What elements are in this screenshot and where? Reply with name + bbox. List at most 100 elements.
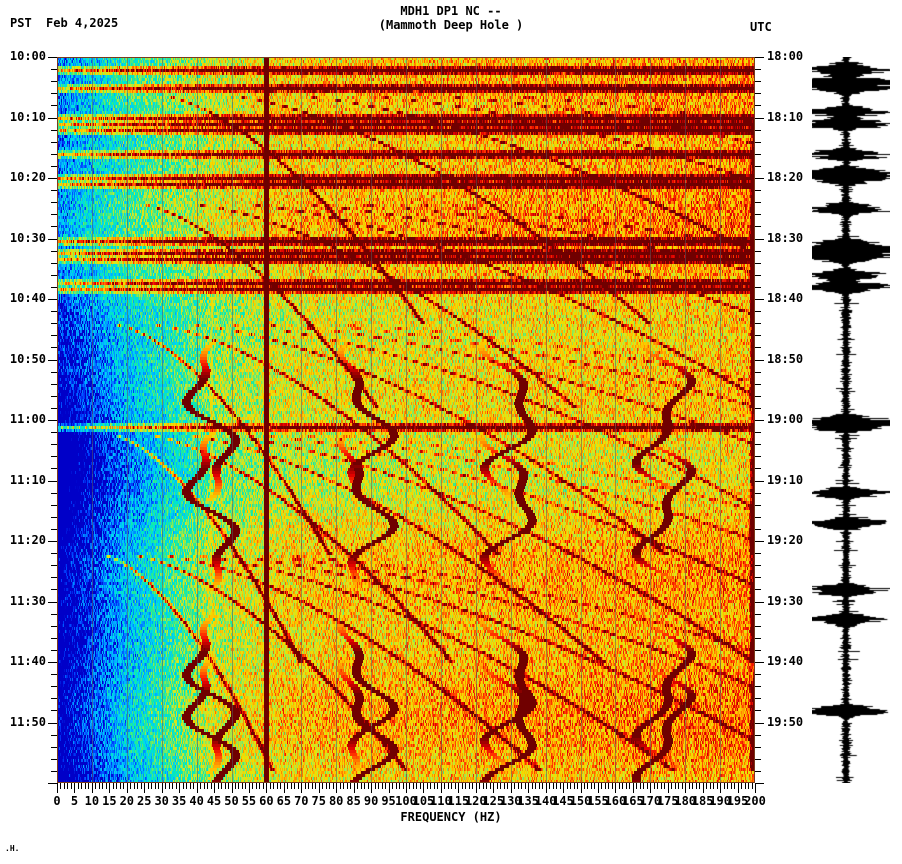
left-axis-minor-tick xyxy=(51,589,57,591)
spectrogram-heatmap[interactable] xyxy=(57,57,755,783)
left-timezone-label: PST xyxy=(10,16,32,30)
frequency-tick-label: 25 xyxy=(137,794,152,808)
frequency-minor-tick xyxy=(175,783,177,789)
frequency-major-tick xyxy=(126,783,128,793)
frequency-tick-label: 10 xyxy=(84,794,100,808)
left-axis-major-tick xyxy=(48,420,57,421)
frequency-minor-tick xyxy=(671,783,673,789)
frequency-major-tick xyxy=(545,783,547,793)
frequency-major-tick xyxy=(248,783,250,793)
right-time-label: 18:00 xyxy=(767,49,804,63)
frequency-major-tick xyxy=(318,783,320,793)
frequency-minor-tick xyxy=(482,783,484,789)
frequency-minor-tick xyxy=(189,783,191,789)
frequency-minor-tick xyxy=(521,783,523,789)
right-axis-major-tick xyxy=(755,722,764,724)
left-axis-major-tick xyxy=(48,601,57,603)
right-axis-minor-tick xyxy=(755,649,761,651)
frequency-minor-tick xyxy=(329,783,331,789)
frequency-minor-tick xyxy=(709,783,711,789)
left-axis-minor-tick xyxy=(51,625,57,627)
frequency-tick-label: 95 xyxy=(381,794,396,808)
right-time-label: 18:10 xyxy=(767,109,804,124)
left-axis-minor-tick xyxy=(51,202,57,204)
frequency-minor-tick xyxy=(221,783,223,789)
frequency-minor-tick xyxy=(601,783,603,789)
frequency-minor-tick xyxy=(573,783,575,789)
frequency-minor-tick xyxy=(297,783,299,789)
left-axis-minor-tick xyxy=(51,383,57,385)
frequency-minor-tick xyxy=(716,783,718,789)
frequency-minor-tick xyxy=(751,783,753,789)
frequency-minor-tick xyxy=(639,783,641,789)
left-axis-minor-tick xyxy=(51,492,57,494)
frequency-minor-tick xyxy=(186,783,188,789)
left-axis-minor-tick xyxy=(51,311,57,313)
right-time-label: 18:40 xyxy=(767,291,804,305)
seismogram-trace[interactable] xyxy=(812,57,890,783)
frequency-minor-tick xyxy=(210,783,212,789)
left-time-label: 11:00 xyxy=(9,412,46,426)
frequency-minor-tick xyxy=(549,783,551,789)
frequency-minor-tick xyxy=(203,783,205,789)
right-axis-minor-tick xyxy=(755,589,761,591)
right-axis-minor-tick xyxy=(755,613,761,615)
frequency-minor-tick xyxy=(98,783,100,789)
frequency-major-tick xyxy=(702,783,704,793)
frequency-tick-label: 0 xyxy=(53,794,61,808)
frequency-minor-tick xyxy=(447,783,449,789)
frequency-tick-label: 60 xyxy=(259,794,274,808)
right-axis-major-tick xyxy=(755,541,764,542)
right-axis-minor-tick xyxy=(755,553,761,555)
right-axis-minor-tick xyxy=(755,153,761,155)
frequency-minor-tick xyxy=(583,783,585,789)
left-axis-minor-tick xyxy=(51,686,57,688)
frequency-minor-tick xyxy=(608,783,610,789)
right-time-label: 19:50 xyxy=(767,714,804,729)
frequency-minor-tick xyxy=(357,783,359,789)
left-axis-major-tick xyxy=(48,541,57,542)
frequency-major-tick xyxy=(493,783,495,793)
left-axis-major-tick xyxy=(48,238,57,240)
frequency-minor-tick xyxy=(308,783,310,789)
frequency-minor-tick xyxy=(116,783,118,789)
right-time-label: 18:20 xyxy=(767,170,804,184)
frequency-minor-tick xyxy=(556,783,558,789)
frequency-minor-tick xyxy=(618,783,620,789)
frequency-major-tick xyxy=(336,783,338,793)
frequency-major-tick xyxy=(74,783,76,793)
frequency-minor-tick xyxy=(224,783,226,789)
frequency-minor-tick xyxy=(119,783,121,789)
frequency-tick-label: 40 xyxy=(189,794,204,808)
frequency-major-tick xyxy=(615,783,617,793)
frequency-tick-label: 50 xyxy=(224,794,239,808)
left-axis-minor-tick xyxy=(51,141,57,143)
frequency-minor-tick xyxy=(395,783,397,789)
right-axis-minor-tick xyxy=(755,69,761,71)
left-axis-minor-tick xyxy=(51,516,57,518)
right-axis-minor-tick xyxy=(755,190,761,192)
frequency-minor-tick xyxy=(130,783,132,789)
frequency-major-tick xyxy=(423,783,425,793)
frequency-minor-tick xyxy=(63,783,65,789)
frequency-minor-tick xyxy=(287,783,289,789)
left-axis-minor-tick xyxy=(51,674,57,676)
frequency-minor-tick xyxy=(262,783,264,789)
left-axis-minor-tick xyxy=(51,565,57,567)
frequency-minor-tick xyxy=(674,783,676,789)
right-time-label: 19:10 xyxy=(767,472,804,487)
frequency-minor-tick xyxy=(507,783,509,789)
left-axis-minor-tick xyxy=(51,190,57,192)
frequency-tick-label: 55 xyxy=(241,794,257,808)
frequency-minor-tick xyxy=(105,783,107,789)
left-axis-major-tick xyxy=(48,57,57,58)
left-axis-minor-tick xyxy=(51,262,57,264)
frequency-tick-label: 5 xyxy=(70,794,79,808)
right-timezone-label: UTC xyxy=(750,20,772,34)
frequency-minor-tick xyxy=(678,783,680,789)
frequency-minor-tick xyxy=(392,783,394,789)
frequency-minor-tick xyxy=(468,783,470,789)
frequency-major-tick xyxy=(563,783,565,793)
frequency-minor-tick xyxy=(741,783,743,789)
station-title: MDH1 DP1 NC -- xyxy=(400,4,502,18)
